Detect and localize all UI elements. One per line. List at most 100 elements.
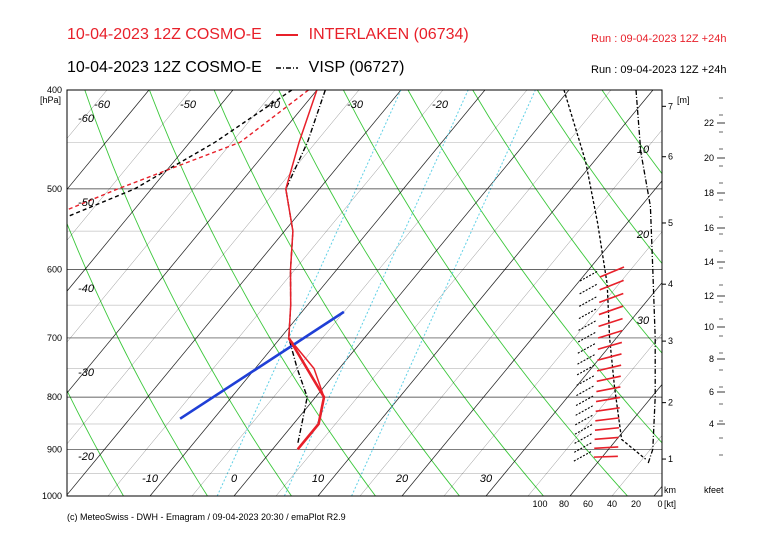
height-km-tick-label: 7 [668, 101, 673, 111]
wind-arrow [598, 305, 624, 316]
wind-arrow [573, 441, 593, 453]
height-km-tick-label: 5 [668, 218, 673, 228]
wind-arrow [577, 331, 597, 343]
isotherm-line [67, 90, 192, 241]
copyright-footer: (c) MeteoSwiss - DWH - Emagram / 09-04-2… [67, 512, 346, 522]
height-km-tick-label: 3 [668, 336, 673, 346]
height-kfeet-tick-label: 20 [704, 153, 714, 163]
wind-arrow [579, 270, 599, 282]
isotherm-line [0, 90, 65, 496]
wind-arrow [575, 404, 594, 416]
temperature-tick-label: 10 [312, 473, 325, 485]
station-name-2: VISP (06727) [308, 59, 405, 76]
height-kfeet-tick-label: 22 [704, 118, 714, 128]
wind-arrow [574, 423, 594, 435]
plot-frame [66, 89, 663, 497]
wind-arrow [595, 417, 620, 422]
station-name-1: INTERLAKEN (06734) [308, 26, 469, 43]
dry-adiabat-line [731, 90, 766, 496]
dry-adiabat-line [0, 90, 40, 496]
interlaken-wind-speed-line [635, 90, 656, 465]
isotherm-line [67, 90, 318, 394]
isotherm-line [317, 90, 654, 496]
model-run-label-2: 10-04-2023 12Z COSMO-E [67, 59, 262, 76]
wind-arrow [593, 455, 618, 458]
visp-dewpoint-line [67, 90, 293, 218]
isotherm-label: -50 [180, 99, 197, 111]
dry-adiabat-line [67, 222, 208, 496]
isotherm-label: -50 [78, 197, 95, 209]
isotherm-label: -30 [347, 99, 364, 111]
isotherm-line [569, 383, 662, 496]
dry-adiabat-label: 30 [637, 315, 650, 327]
isotherm-label: -60 [78, 113, 95, 125]
run-info-2: Run : 09-04-2023 12Z +24h [591, 64, 727, 76]
wind-arrow [597, 353, 622, 361]
wind-arrow [594, 436, 619, 441]
wind-speed-tick-label: 40 [607, 499, 617, 509]
temperature-tick-label: 0 [231, 473, 238, 485]
isotherm-line [191, 90, 528, 496]
temperature-tick-label: 20 [395, 473, 409, 485]
wind-arrow [597, 341, 623, 350]
height-m-label: [m] [677, 95, 690, 105]
pressure-tick-label: 700 [47, 333, 62, 343]
wind-arrow [576, 364, 596, 376]
pressure-unit-label: [hPa] [40, 95, 61, 105]
wind-arrow [599, 279, 624, 291]
pressure-tick-label: 500 [47, 184, 62, 194]
pressure-tick-label: 1000 [42, 491, 62, 501]
height-kfeet-tick-label: 6 [709, 387, 714, 397]
height-km-tick-label: 6 [668, 152, 673, 162]
wind-arrow [599, 292, 624, 304]
temperature-tick-label: -10 [142, 473, 159, 485]
wind-speed-tick-label: 100 [532, 499, 547, 509]
isotherm-line [67, 90, 150, 190]
wind-speed-tick-label: 60 [583, 499, 593, 509]
wind-arrow [578, 308, 598, 320]
isotherm-line [149, 90, 486, 496]
dry-adiabat-label: 20 [636, 229, 650, 241]
wind-arrow [573, 450, 593, 462]
dry-adiabats [0, 90, 766, 496]
wind-arrow [598, 317, 623, 328]
wind-arrow [596, 375, 621, 383]
isotherm-label: -60 [94, 99, 111, 111]
wind-arrow [594, 426, 620, 431]
height-km-tick-label: 4 [668, 279, 673, 289]
isotherm-line [107, 90, 444, 496]
isotherm-line [275, 90, 612, 496]
height-km-tick-label: 2 [668, 398, 673, 408]
wind-unit-label: [kt] [664, 499, 676, 509]
pressure-tick-label: 400 [47, 85, 62, 95]
wind-arrow [595, 406, 620, 413]
wind-arrow [579, 283, 598, 295]
wind-arrow [597, 329, 623, 339]
wind-arrow [596, 386, 621, 393]
isotherm-line [67, 90, 402, 496]
isotherms [0, 90, 662, 496]
dry-adiabat-line [601, 90, 662, 175]
wind-speed-tick-label: 20 [631, 499, 641, 509]
wind-arrow [599, 266, 625, 278]
sounding-profiles [67, 90, 345, 451]
isotherm-line [0, 90, 23, 496]
isotherm-line [359, 129, 662, 496]
height-kfeet-label: kfeet [704, 485, 724, 495]
isotherm-line [443, 231, 662, 496]
temperature-tick-label: 30 [480, 473, 493, 485]
run-info-1: Run : 09-04-2023 12Z +24h [591, 33, 727, 45]
isotherm-line [527, 333, 662, 496]
isotherm-line [67, 90, 234, 292]
legend-line-dashdot-icon [276, 67, 299, 69]
dry-adiabat-line [667, 90, 766, 496]
height-kfeet-tick-label: 12 [704, 291, 714, 301]
dry-adiabat-label: 10 [637, 144, 650, 156]
model-run-label-1: 10-04-2023 12Z COSMO-E [67, 26, 262, 43]
height-kfeet-tick-label: 16 [704, 223, 714, 233]
isotherm-label: -40 [78, 283, 95, 295]
isotherm-line [67, 90, 276, 343]
isotherm-line [401, 180, 662, 496]
pressure-tick-label: 900 [47, 444, 62, 454]
isotherm-line [233, 90, 570, 496]
